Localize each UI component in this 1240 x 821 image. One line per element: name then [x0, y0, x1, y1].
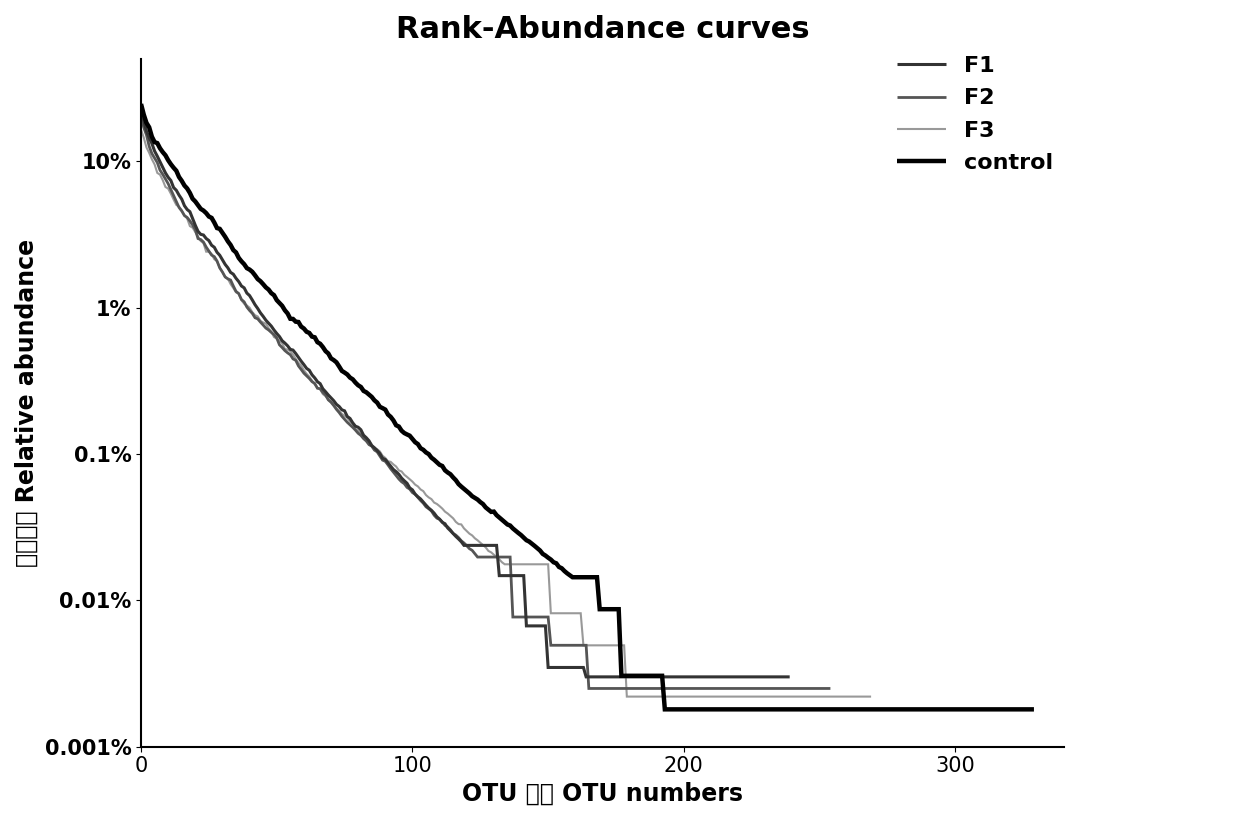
- F3: [134, 125, 149, 135]
- Legend: F1, F2, F3, control: F1, F2, F3, control: [897, 56, 1053, 173]
- F2: [823, 684, 838, 694]
- Line: F1: F1: [141, 108, 790, 677]
- Line: F3: F3: [141, 130, 872, 696]
- F3: [383, 457, 398, 467]
- F1: [134, 103, 149, 113]
- control: [134, 99, 149, 109]
- F3: [161, 184, 176, 194]
- F1: [177, 201, 192, 211]
- F1: [739, 672, 754, 681]
- F3: [244, 307, 259, 317]
- F2: [575, 640, 590, 650]
- control: [997, 704, 1012, 714]
- X-axis label: OTU 数目 OTU numbers: OTU 数目 OTU numbers: [463, 782, 743, 806]
- control: [657, 704, 672, 714]
- F1: [237, 283, 252, 293]
- F1: [161, 172, 176, 182]
- control: [234, 256, 249, 266]
- F2: [175, 206, 190, 216]
- F1: [782, 672, 797, 681]
- F1: [353, 424, 368, 434]
- F2: [689, 684, 704, 694]
- F2: [362, 440, 377, 450]
- control: [205, 213, 219, 222]
- F1: [563, 663, 578, 672]
- Line: F2: F2: [141, 116, 831, 689]
- F3: [620, 691, 635, 701]
- F1: [579, 672, 594, 681]
- control: [1027, 704, 1042, 714]
- F2: [541, 612, 556, 622]
- Line: control: control: [141, 104, 1034, 709]
- F3: [329, 403, 343, 413]
- Title: Rank-Abundance curves: Rank-Abundance curves: [396, 15, 810, 44]
- F3: [636, 691, 651, 701]
- Y-axis label: 相对丰度 Relative abundance: 相对丰度 Relative abundance: [15, 239, 38, 566]
- control: [157, 150, 172, 160]
- control: [918, 704, 932, 714]
- F2: [579, 640, 594, 650]
- F2: [582, 684, 596, 694]
- control: [696, 704, 711, 714]
- F2: [134, 111, 149, 121]
- F3: [552, 608, 567, 618]
- F3: [864, 691, 879, 701]
